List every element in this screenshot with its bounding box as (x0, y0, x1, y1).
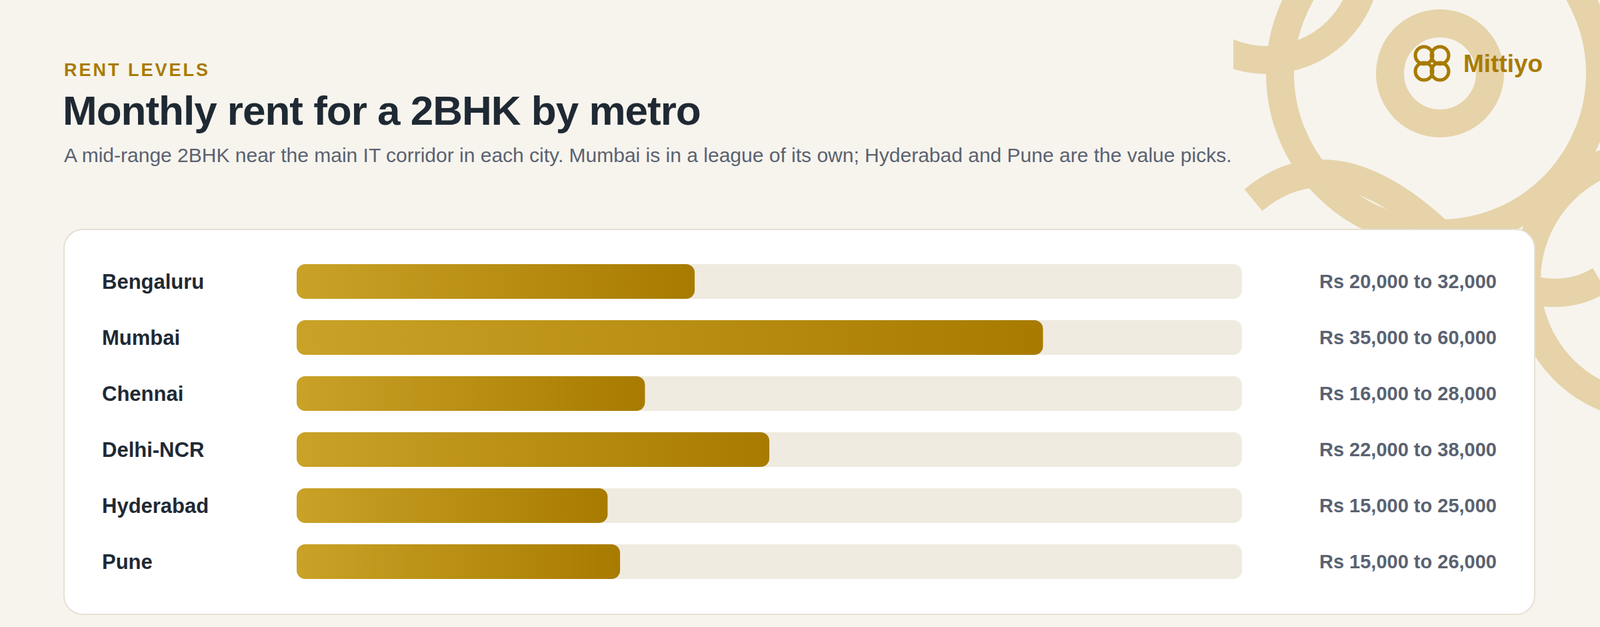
track (296, 432, 1242, 467)
bar (296, 320, 1043, 355)
value-label: Rs 22,000 to 38,000 (1319, 438, 1497, 460)
bars (296, 264, 1043, 579)
category-label: Chennai (102, 382, 184, 406)
track (296, 488, 1242, 523)
bar (296, 264, 695, 299)
tracks (296, 264, 1242, 579)
value-label: Rs 16,000 to 28,000 (1319, 382, 1497, 404)
labels: Bengaluru Rs 20,000 to 32,000 Mumbai Rs 35,… (102, 270, 1497, 574)
category-label: Bengaluru (102, 270, 204, 294)
category-label: Hyderabad (102, 494, 209, 518)
bar (296, 544, 620, 579)
track (296, 264, 1242, 299)
logo-part (1431, 62, 1449, 80)
track (296, 376, 1242, 411)
brand: Mittiyo (1463, 50, 1543, 78)
deco-ring (1233, 0, 1367, 60)
value-label: Rs 15,000 to 25,000 (1319, 494, 1497, 516)
value-label: Rs 15,000 to 26,000 (1319, 550, 1497, 572)
title: Monthly rent for a 2BHK by metro (62, 87, 701, 134)
bar (296, 488, 608, 523)
background (0, 0, 1600, 627)
value-label: Rs 35,000 to 60,000 (1319, 326, 1497, 348)
category-label: Pune (102, 550, 153, 574)
track (296, 320, 1242, 355)
kicker: RENT LEVELS (64, 60, 210, 80)
bar (296, 376, 645, 411)
subtitle: A mid-range 2BHK near the main IT corrid… (64, 144, 1232, 166)
value-label: Rs 20,000 to 32,000 (1319, 270, 1497, 292)
subtitle-line: A mid-range 2BHK near the main IT corrid… (64, 144, 1232, 166)
category-label: Delhi-NCR (102, 438, 204, 462)
brand-logo (1415, 46, 1449, 80)
category-label: Mumbai (102, 326, 180, 350)
card (64, 229, 1535, 614)
track (296, 544, 1242, 579)
bar (296, 432, 770, 467)
